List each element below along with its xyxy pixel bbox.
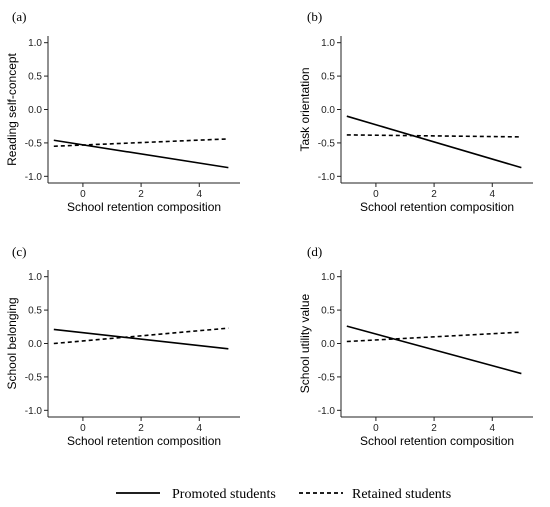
y-tick-label: -1.0 bbox=[25, 406, 43, 417]
y-axis-title: School belonging bbox=[5, 297, 19, 389]
x-axis-title: School retention composition bbox=[67, 434, 221, 448]
x-tick-label: 0 bbox=[373, 189, 379, 200]
legend: Promoted students Retained students bbox=[116, 487, 451, 502]
x-tick-label: 0 bbox=[80, 423, 86, 434]
series-line-promoted bbox=[53, 328, 229, 350]
y-tick-label: 0.0 bbox=[321, 339, 335, 350]
y-tick-label: 0.5 bbox=[28, 306, 42, 317]
y-tick-label: -0.5 bbox=[25, 138, 43, 149]
series-line-retained bbox=[346, 134, 522, 138]
panel-label: (b) bbox=[307, 9, 322, 24]
legend-label-retained: Retained students bbox=[352, 487, 451, 502]
x-tick-label: 2 bbox=[431, 189, 437, 200]
series-line-promoted bbox=[53, 139, 229, 169]
y-tick-label: 0.5 bbox=[321, 306, 335, 317]
x-tick-label: 0 bbox=[373, 423, 379, 434]
series-line-retained bbox=[53, 138, 229, 148]
x-tick-label: 4 bbox=[196, 423, 202, 434]
y-tick-label: 1.0 bbox=[321, 38, 335, 49]
x-tick-label: 2 bbox=[138, 423, 144, 434]
series-line-retained bbox=[346, 331, 522, 343]
x-tick-label: 4 bbox=[489, 189, 495, 200]
legend-label-promoted: Promoted students bbox=[172, 487, 276, 502]
y-tick-label: 0.0 bbox=[28, 105, 42, 116]
series-line-promoted bbox=[346, 115, 522, 169]
y-tick-label: 1.0 bbox=[321, 272, 335, 283]
series-line-promoted bbox=[346, 325, 522, 375]
x-tick-label: 0 bbox=[80, 189, 86, 200]
y-tick-label: 1.0 bbox=[28, 38, 42, 49]
y-tick-label: -1.0 bbox=[25, 172, 43, 183]
panel-label: (a) bbox=[12, 9, 26, 24]
panel-label: (c) bbox=[12, 244, 26, 259]
y-tick-label: -0.5 bbox=[318, 138, 336, 149]
y-tick-label: 1.0 bbox=[28, 272, 42, 283]
x-tick-label: 4 bbox=[489, 423, 495, 434]
y-tick-label: -0.5 bbox=[25, 372, 43, 383]
x-axis-title: School retention composition bbox=[360, 434, 514, 448]
series-line-retained bbox=[53, 327, 229, 345]
y-axis-title: Task orientation bbox=[298, 67, 312, 151]
x-axis-title: School retention composition bbox=[360, 200, 514, 214]
x-tick-label: 2 bbox=[138, 189, 144, 200]
panel-label: (d) bbox=[307, 244, 322, 259]
y-tick-label: 0.5 bbox=[28, 72, 42, 83]
y-tick-label: -1.0 bbox=[318, 406, 336, 417]
x-tick-label: 4 bbox=[196, 189, 202, 200]
y-tick-label: -0.5 bbox=[318, 372, 336, 383]
y-axis-title: Reading self-concept bbox=[5, 52, 19, 165]
x-axis-title: School retention composition bbox=[67, 200, 221, 214]
y-tick-label: -1.0 bbox=[318, 172, 336, 183]
y-tick-label: 0.0 bbox=[28, 339, 42, 350]
y-tick-label: 0.5 bbox=[321, 72, 335, 83]
x-tick-label: 2 bbox=[431, 423, 437, 434]
y-tick-label: 0.0 bbox=[321, 105, 335, 116]
y-axis-title: School utility value bbox=[298, 293, 312, 393]
